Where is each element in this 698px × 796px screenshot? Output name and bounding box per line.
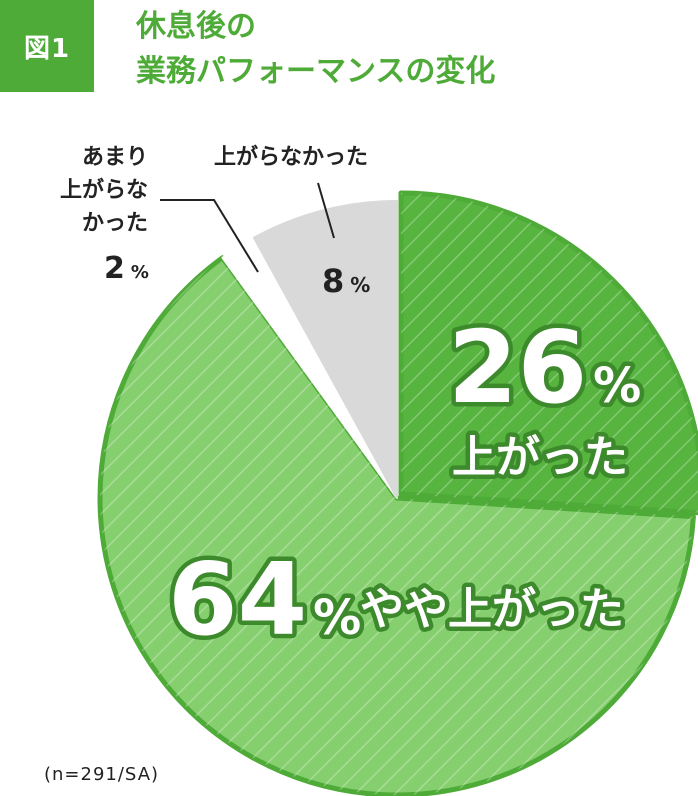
slice-category-label-3-line-2: 上がらな	[60, 177, 148, 203]
slice-category-label-3-line-1: あまり	[82, 145, 148, 170]
title-line-1: 休息後の	[136, 9, 256, 44]
slice-category-label-4: 上がらなかった	[214, 144, 368, 170]
slice-value-label-2: 64%	[168, 541, 361, 658]
slice-value-label-3: 2%	[104, 251, 149, 286]
figure-number-badge: 図1	[0, 0, 94, 92]
title-line-2: 業務パフォーマンスの変化	[136, 54, 496, 89]
leader-line-3	[160, 199, 259, 273]
pie-slice-hatch-2	[99, 257, 694, 796]
slice-category-label-3-line-3: かった	[82, 211, 148, 236]
pie-slice-4	[252, 200, 398, 499]
slice-category-label-2: やや上がった	[360, 584, 624, 635]
slice-value-label-4: 8%	[322, 262, 370, 300]
pie-slice-hatch-1	[401, 193, 698, 513]
slice-category-label-1: 上がった	[452, 432, 628, 483]
leader-line-4	[317, 182, 335, 239]
sample-size-note: (n=291/SA)	[44, 764, 160, 785]
slice-value-label-1: 26%	[448, 309, 641, 426]
chart-title: 休息後の 業務パフォーマンスの変化	[136, 4, 495, 94]
